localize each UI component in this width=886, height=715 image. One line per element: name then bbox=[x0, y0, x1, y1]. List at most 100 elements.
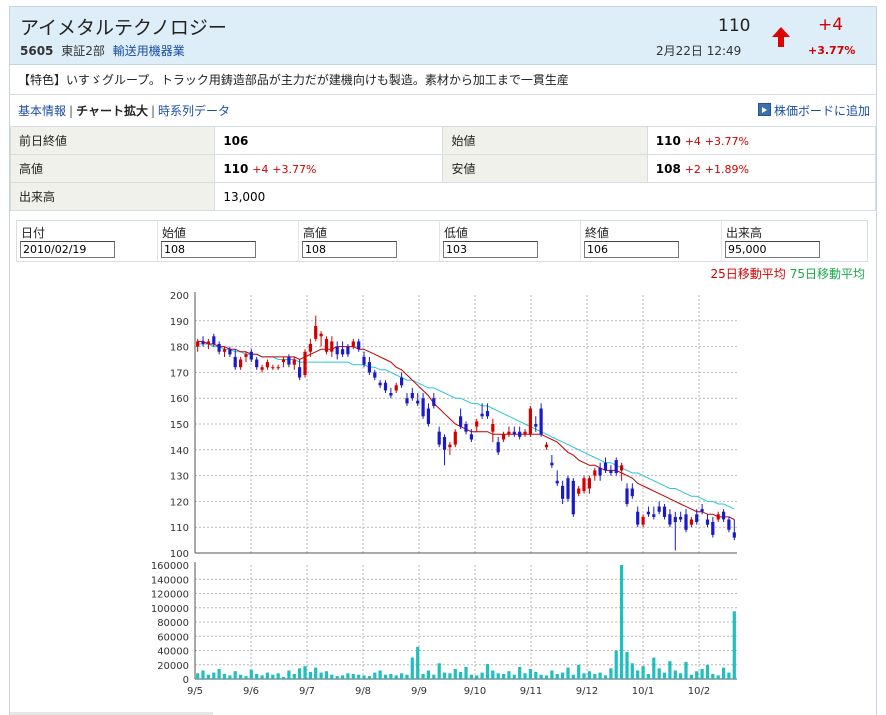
volume-bar bbox=[453, 669, 457, 679]
candle-body bbox=[239, 359, 243, 368]
volume-bar bbox=[518, 666, 522, 679]
ohlc-high-label: 高値 bbox=[303, 226, 328, 240]
candle-body bbox=[518, 431, 522, 437]
volume-bar bbox=[442, 672, 447, 679]
ohlc-open-field[interactable] bbox=[161, 241, 256, 258]
candle-body bbox=[571, 480, 575, 515]
candle-body bbox=[689, 519, 693, 525]
candle-body bbox=[308, 344, 312, 352]
candle-body bbox=[464, 424, 468, 432]
x-tick-label: 9/9 bbox=[411, 686, 427, 697]
volume-bar bbox=[582, 673, 586, 679]
ohlc-volume-label: 出来高 bbox=[726, 226, 763, 240]
volume-bar bbox=[394, 675, 398, 679]
ohlc-low: 低値 bbox=[440, 221, 581, 261]
open-value: 110 +4 +3.77% bbox=[646, 126, 877, 155]
ohlc-volume-field[interactable] bbox=[725, 241, 820, 258]
candle-body bbox=[705, 519, 710, 525]
time-series-link[interactable]: 時系列データ bbox=[158, 104, 231, 118]
volume-bar bbox=[587, 671, 591, 679]
ohlc-volume: 出来高 bbox=[722, 221, 863, 261]
market-name: 東証2部 bbox=[61, 44, 105, 58]
candle-body bbox=[335, 346, 339, 355]
volume-bar bbox=[222, 674, 227, 679]
volume-bar bbox=[614, 650, 618, 679]
candle-body bbox=[222, 349, 227, 352]
stock-header: アイメタルテクノロジー 5605 東証2部 輸送用機器業 110 2月22日 1… bbox=[10, 7, 876, 65]
price-change: +4 bbox=[818, 15, 844, 35]
candle-body bbox=[389, 393, 393, 396]
volume-bar bbox=[217, 669, 221, 679]
candle-body bbox=[314, 326, 318, 339]
candle-body bbox=[442, 436, 447, 450]
x-tick-label: 9/6 bbox=[243, 686, 259, 697]
quote-table: 前日終値 106 始値 110 +4 +3.77% 高値 110 +4 +3.7… bbox=[9, 126, 877, 211]
chart-zoom-current: チャート拡大 bbox=[76, 104, 148, 118]
candle-body bbox=[432, 398, 436, 406]
volume-tick-label: 80000 bbox=[157, 618, 189, 629]
volume-bar bbox=[722, 667, 726, 679]
volume-bar bbox=[228, 675, 232, 679]
candle-body bbox=[582, 478, 586, 492]
volume-bar bbox=[383, 674, 388, 679]
volume-bar bbox=[512, 674, 516, 679]
volume-tick-label: 120000 bbox=[151, 590, 189, 601]
candle-body bbox=[196, 341, 200, 347]
x-tick-label: 9/10 bbox=[464, 686, 486, 697]
open-label: 始値 bbox=[442, 126, 648, 155]
ohlc-date-field[interactable] bbox=[20, 241, 115, 258]
candle-body bbox=[593, 470, 597, 476]
ohlc-date: 日付 bbox=[17, 221, 158, 261]
ma75-line bbox=[197, 343, 735, 510]
ohlc-date-label: 日付 bbox=[21, 226, 46, 240]
ohlc-low-field[interactable] bbox=[443, 241, 538, 258]
industry-link[interactable]: 輸送用機器業 bbox=[112, 44, 185, 58]
candle-body bbox=[228, 349, 232, 355]
high-label: 高値 bbox=[9, 154, 216, 183]
volume-bar bbox=[732, 611, 736, 679]
basic-info-link[interactable]: 基本情報 bbox=[18, 104, 67, 118]
current-price: 110 bbox=[718, 16, 751, 36]
candle-body bbox=[373, 372, 377, 378]
volume-bar bbox=[695, 671, 699, 679]
ohlc-open: 始値 bbox=[158, 221, 299, 261]
add-to-board-link[interactable]: 株価ボードに追加 bbox=[757, 96, 870, 126]
stock-code-line: 5605 東証2部 輸送用機器業 bbox=[20, 42, 185, 59]
volume-bar bbox=[319, 672, 323, 679]
prev-close-label: 前日終値 bbox=[9, 126, 216, 155]
candle-body bbox=[437, 431, 441, 445]
candle-body bbox=[287, 356, 291, 365]
candle-body bbox=[646, 511, 650, 515]
volume-bar bbox=[716, 675, 720, 679]
candle-body bbox=[603, 462, 608, 471]
candle-body bbox=[550, 462, 554, 466]
candle-body bbox=[206, 341, 210, 344]
volume-bar bbox=[679, 673, 683, 679]
volume-bar bbox=[561, 672, 565, 679]
volume-bar bbox=[346, 673, 350, 679]
table-row: 出来高 13,000 bbox=[9, 182, 876, 211]
candle-body bbox=[695, 514, 699, 522]
volume-tick-label: 140000 bbox=[151, 575, 189, 586]
candle-body bbox=[496, 442, 500, 453]
ohlc-close-field[interactable] bbox=[584, 241, 679, 258]
add-board-icon bbox=[757, 103, 771, 116]
price-tick-label: 130 bbox=[170, 472, 189, 483]
ma25-legend: 25日移動平均 bbox=[710, 267, 786, 281]
candle-body bbox=[212, 336, 216, 344]
candle-body bbox=[475, 421, 479, 427]
x-tick-label: 10/1 bbox=[632, 686, 654, 697]
ohlc-high-field[interactable] bbox=[302, 241, 397, 258]
volume-bar bbox=[711, 674, 715, 679]
volume-bar bbox=[641, 666, 645, 679]
candle-body bbox=[362, 356, 366, 365]
price-tick-label: 110 bbox=[170, 523, 189, 534]
volume-bar bbox=[308, 671, 312, 679]
volume-bar bbox=[625, 651, 629, 679]
volume-bar bbox=[341, 675, 345, 679]
candle-body bbox=[324, 338, 329, 352]
x-tick-label: 10/2 bbox=[688, 686, 710, 697]
candle-body bbox=[249, 351, 253, 360]
volume-tick-label: 40000 bbox=[157, 647, 189, 658]
